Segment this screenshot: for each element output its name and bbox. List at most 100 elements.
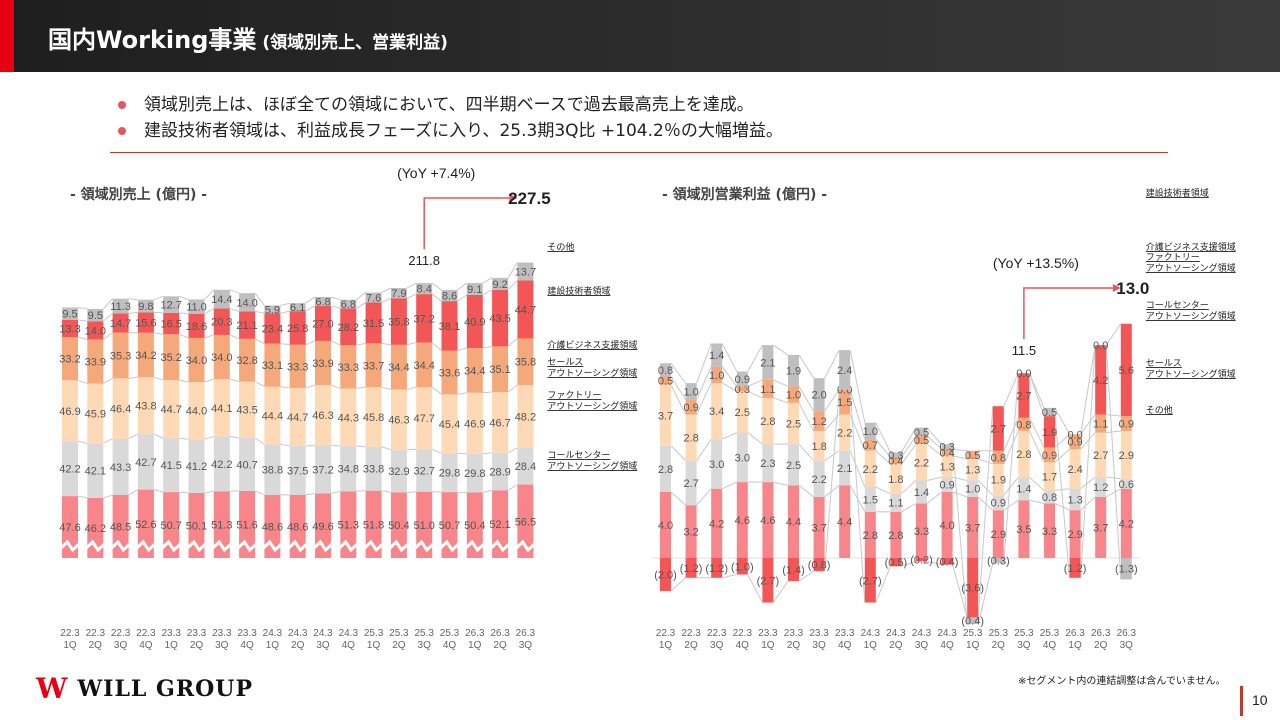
data-label: 37.2 [413,313,434,325]
bar-segment-care [466,348,483,393]
connector-line [431,293,442,302]
bar-segment-factory [87,383,104,444]
legend-label-sales: セールス [1146,358,1182,368]
data-label: (0.4) [961,616,984,628]
data-label: 50.7 [439,520,460,532]
bar-segment-construction [137,312,154,333]
bar-segment-other [264,305,281,314]
data-label: 28.9 [489,466,510,478]
connector-line [773,481,789,486]
connector-line [179,437,189,440]
data-label: 46.3 [388,415,409,427]
bar-segment-callcenter [711,439,723,489]
x-tick-label: 3Q [915,640,929,651]
data-label: 29.8 [439,468,460,480]
annotation-arrow [1023,287,1113,340]
connector-line [356,342,366,346]
data-label: 0.8 [658,365,673,377]
bar-segment-sales [916,503,927,558]
connector-line [952,444,968,625]
bar-segment-callcenter [213,436,230,492]
x-tick-label: 1Q [966,640,980,651]
data-label: 1.3 [939,461,954,473]
bar-segment-callcenter [967,480,979,497]
x-tick-label: 22.3 [681,628,701,639]
annotation-to-value: 13.0 [1116,279,1149,298]
data-label: 6.1 [290,302,305,314]
bar-segment-construction [1069,558,1081,578]
data-label: 0.9 [991,498,1006,510]
data-label: 4.2 [1119,518,1134,530]
data-label: 1.4 [709,350,724,362]
data-label: 2.9 [1067,529,1082,541]
page-title: 国内Working事業 (領域別売上、営業利益) [48,20,448,55]
data-label: 9.5 [62,309,77,321]
bar-segment-construction [390,298,407,345]
legend-label-callcenter: アウトソーシング領域 [1146,310,1236,321]
x-tick-label: 23.3 [809,628,829,639]
x-tick-label: 26.3 [1117,628,1137,639]
data-label: 2.5 [786,460,801,472]
data-label: 43.3 [110,462,131,474]
connector-line [128,298,138,301]
bar-segment-care [365,343,382,388]
bar-segment-factory [685,414,697,461]
legend-label-care: 介護ビジネス支援領域 [547,339,637,350]
data-label: 32.8 [236,355,257,367]
data-label: (1.4) [782,565,805,577]
axis-break-mark [439,539,460,553]
data-label: 7.9 [391,288,406,300]
connector-line [721,366,738,387]
x-tick-label: 23.3 [758,628,778,639]
data-label: 51.6 [236,519,257,531]
connector-line [179,295,189,300]
connector-line [406,282,417,289]
bar-segment-other [517,262,534,281]
connector-line [507,447,518,454]
connector-line [849,389,866,603]
bar-segment-other [239,293,256,312]
bar-segment-care [1069,434,1081,450]
bar-segment-care [213,334,230,380]
bar-segment-factory [390,389,407,450]
connector-line [747,344,763,372]
bar-segment-construction [340,308,357,346]
bar-segment-construction [365,302,382,344]
bar-segment-factory [1069,449,1081,489]
bar-segment-care [264,343,281,387]
bar-segment-callcenter [839,450,851,486]
bar-segment-other [213,289,230,309]
data-label: 0.4 [939,447,954,459]
data-label: 1.7 [1042,471,1057,483]
bar-segment-factory [1120,430,1132,479]
bar-segment-callcenter [1120,478,1132,489]
data-label: 44.7 [160,404,181,416]
bullet-text: 領域別売上は、ほぼ全ての領域において、四半期ベースで過去最高売上を達成。 [144,95,754,115]
axis-break-mark [515,539,536,553]
data-label: 1.0 [786,390,801,402]
connector-line [254,381,265,388]
data-label: 47.6 [59,522,80,534]
connector-line [153,295,164,301]
data-label: 1.9 [786,366,801,378]
data-label: 0.5 [914,435,929,447]
connector-line [305,296,316,304]
x-tick-label: 25.3 [389,628,409,639]
connector-line [406,386,417,391]
data-label: 46.2 [85,523,106,535]
data-label: 2.2 [837,428,852,440]
connector-line [798,354,815,379]
data-label: 0.3 [939,442,954,454]
data-label: 46.4 [110,404,131,416]
bar-segment-construction [916,558,927,562]
connector-line [103,377,113,384]
bar-segment-callcenter [941,477,953,492]
data-label: 46.9 [464,418,485,430]
bar-segment-care [315,340,331,385]
data-label: 32.9 [388,466,409,478]
data-label: (2.7) [859,575,882,587]
x-tick-label: 1Q [266,640,280,651]
annotation-to-value: 227.5 [508,189,551,208]
connector-line [1080,345,1096,578]
data-label: (0.8) [808,560,831,572]
